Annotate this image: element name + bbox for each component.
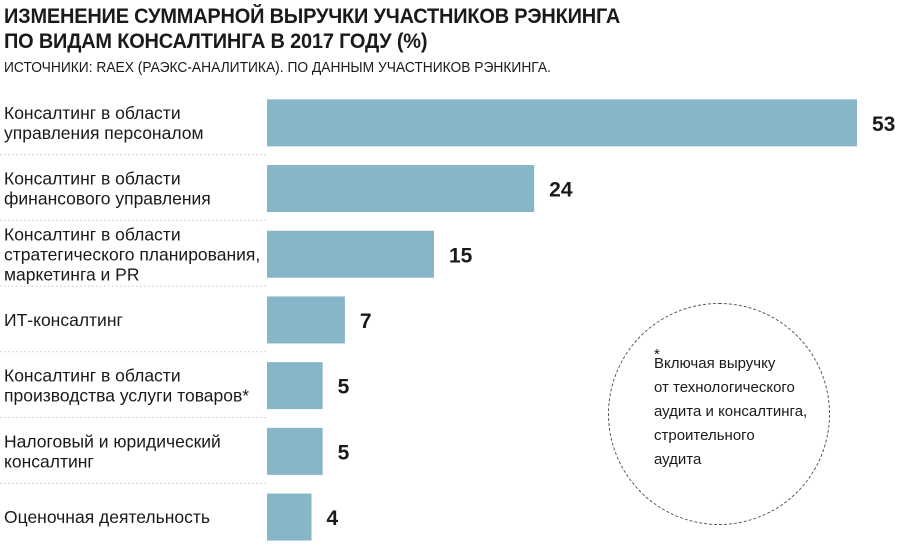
category-label: Консалтинг в области стратегического план… <box>4 224 260 284</box>
bar <box>267 230 434 278</box>
category-label: Консалтинг в области финансового управлен… <box>4 169 211 209</box>
bar <box>267 99 857 147</box>
chart-source: ИСТОЧНИКИ: RAEX (РАЭКС-АНАЛИТИКА). ПО ДА… <box>4 59 551 76</box>
category-label: ИТ-консалтинг <box>4 310 123 330</box>
chart-title: ИЗМЕНЕНИЕ СУММАРНОЙ ВЫРУЧКИ УЧАСТНИКОВ Р… <box>4 5 621 53</box>
value-label: 24 <box>549 179 573 202</box>
footnote-star: * <box>654 346 660 363</box>
value-label: 53 <box>872 113 895 136</box>
category-label: Оценочная деятельность <box>4 507 210 527</box>
bar <box>267 493 312 541</box>
bar <box>267 362 323 410</box>
value-label: 4 <box>327 507 339 530</box>
bar <box>267 165 535 213</box>
value-label: 7 <box>360 310 372 333</box>
category-label: Консалтинг в области производства услуги … <box>4 366 249 406</box>
footnote-text: Включая выручку от технологического ауди… <box>654 355 808 468</box>
category-label: Консалтинг в области управления персонало… <box>4 103 204 143</box>
bar <box>267 296 345 344</box>
value-label: 5 <box>338 376 350 399</box>
value-label: 15 <box>449 244 473 267</box>
bar <box>267 427 323 475</box>
value-label: 5 <box>338 441 350 464</box>
footnote-circle <box>608 303 830 525</box>
category-label: Налоговый и юридический консалтинг <box>4 431 221 471</box>
